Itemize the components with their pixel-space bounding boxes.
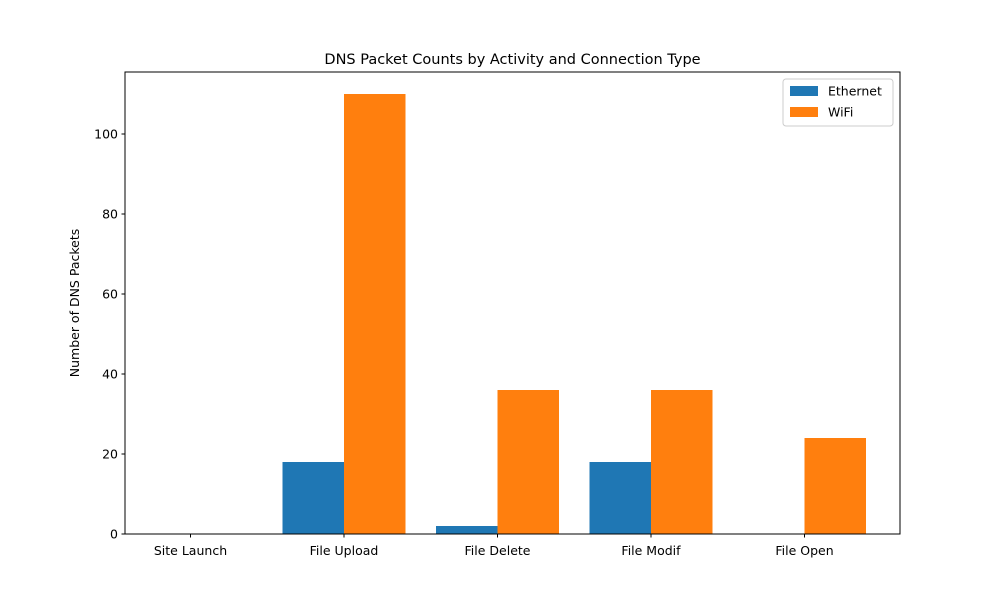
axes-frame bbox=[124, 71, 901, 535]
bar-ethernet-file-delete bbox=[436, 526, 498, 534]
bar-wifi-file-upload bbox=[344, 94, 406, 534]
y-tick-label: 20 bbox=[102, 447, 118, 462]
legend-label-ethernet: Ethernet bbox=[828, 84, 882, 99]
y-tick-label: 40 bbox=[102, 367, 118, 382]
legend: Ethernet WiFi bbox=[782, 78, 894, 127]
bar-ethernet-file-modif bbox=[589, 462, 651, 534]
bar-wifi-file-open bbox=[804, 438, 866, 534]
x-tick-label: File Open bbox=[775, 543, 833, 558]
legend-swatch-wifi bbox=[790, 107, 818, 117]
y-tick-label: 80 bbox=[102, 207, 118, 222]
x-tick-label: File Delete bbox=[465, 543, 531, 558]
plot-area: 0 20 40 60 80 100 Site Launch File Upload File D… bbox=[94, 71, 901, 558]
y-tick-label: 60 bbox=[102, 287, 118, 302]
x-tick-label: Site Launch bbox=[154, 543, 227, 558]
y-tick-label: 0 bbox=[110, 527, 118, 542]
chart-title: DNS Packet Counts by Activity and Connec… bbox=[324, 52, 700, 68]
y-tick-label: 100 bbox=[94, 127, 118, 142]
bar-wifi-file-modif bbox=[651, 390, 713, 534]
bar-ethernet-file-upload bbox=[282, 462, 344, 534]
y-axis-label: Number of DNS Packets bbox=[67, 229, 82, 378]
bar-wifi-file-delete bbox=[497, 390, 559, 534]
x-tick-label: File Upload bbox=[310, 543, 379, 558]
legend-swatch-ethernet bbox=[790, 86, 818, 96]
x-tick-label: File Modif bbox=[621, 543, 681, 558]
legend-label-wifi: WiFi bbox=[828, 105, 853, 120]
